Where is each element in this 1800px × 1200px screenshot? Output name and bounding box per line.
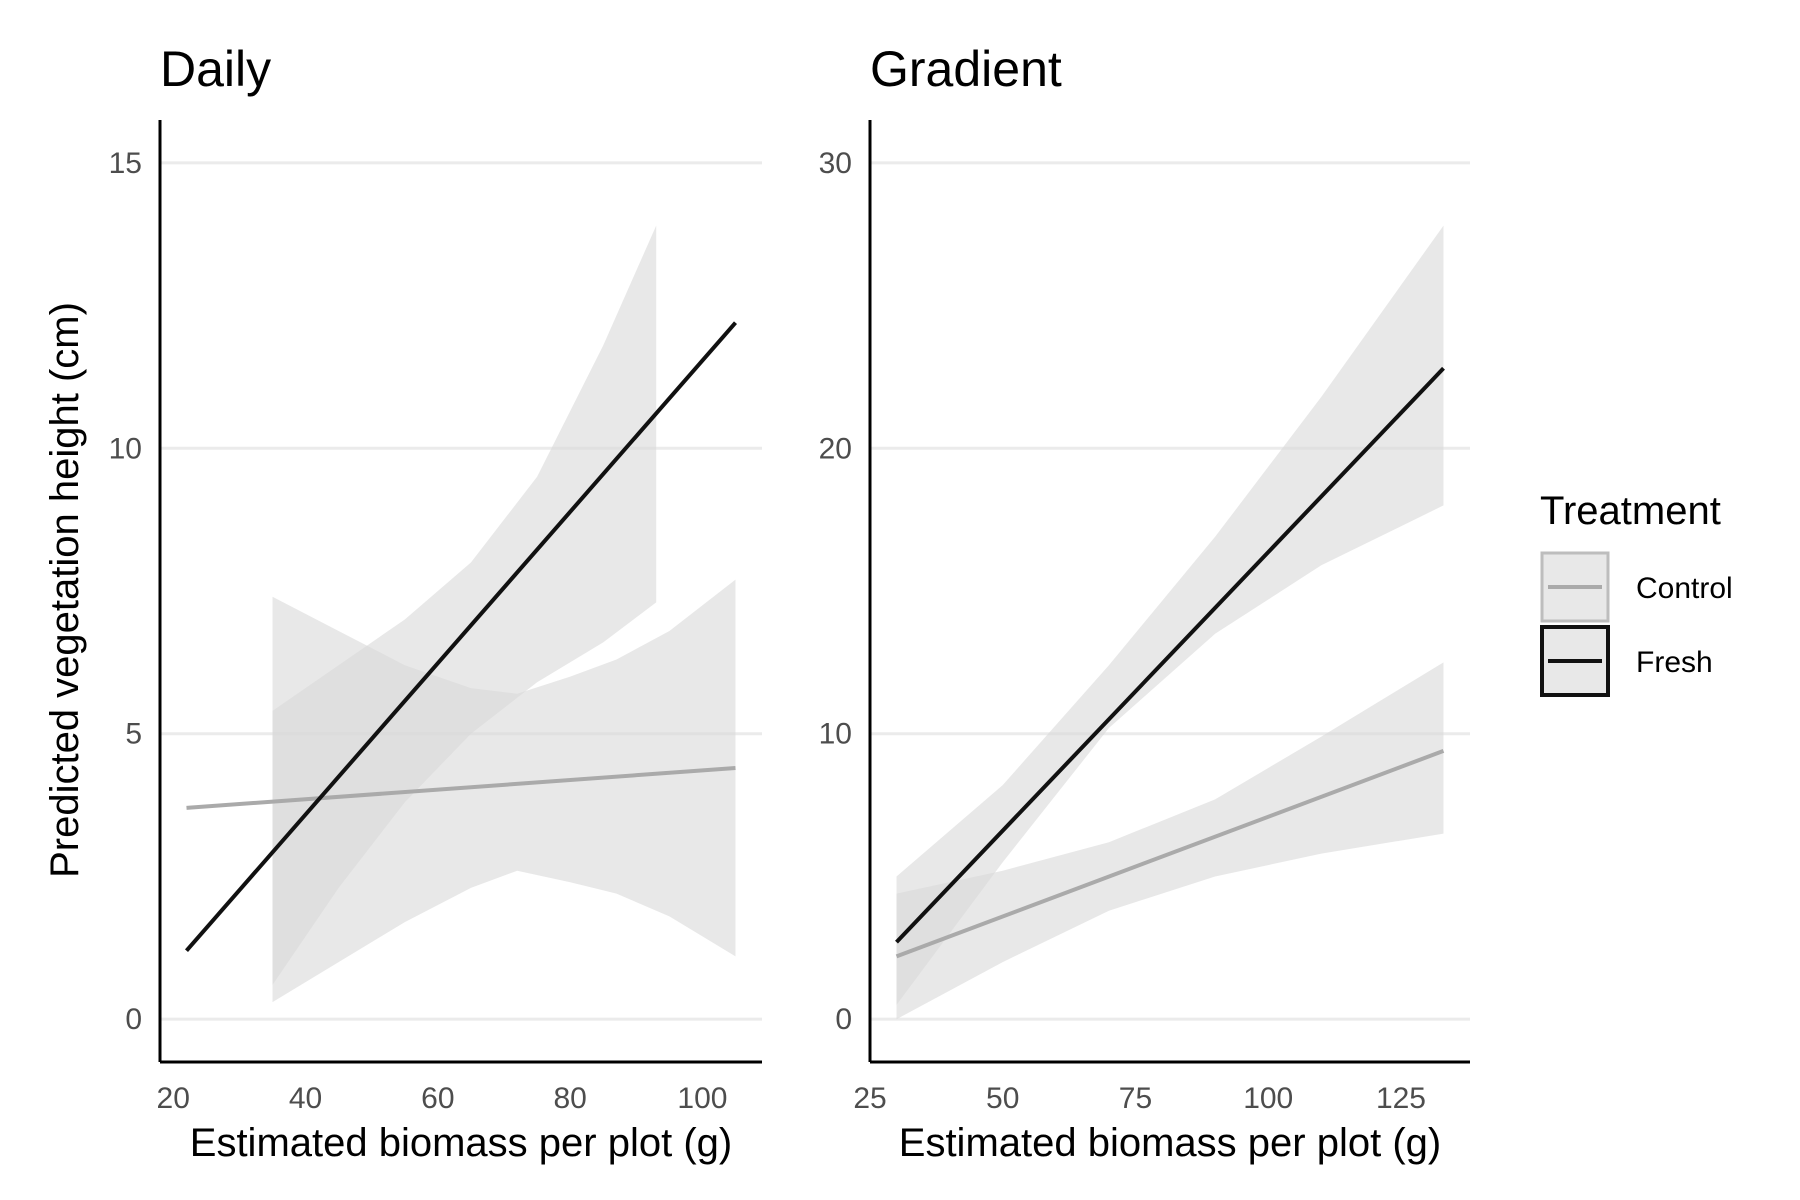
x-tick-label: 20 (157, 1082, 190, 1115)
x-axis-title: Estimated biomass per plot (g) (899, 1121, 1441, 1165)
y-tick-label: 20 (819, 432, 852, 465)
y-tick-label: 30 (819, 147, 852, 180)
legend-label-control: Control (1636, 572, 1733, 605)
y-tick-label: 15 (109, 147, 142, 180)
legend-label-fresh: Fresh (1636, 646, 1713, 679)
x-tick-label: 50 (986, 1082, 1019, 1115)
y-tick-label: 10 (109, 432, 142, 465)
series-line-fresh (184, 321, 738, 953)
y-tick-label: 0 (125, 1003, 142, 1036)
legend: Treatment Control Fresh (1540, 489, 1733, 697)
y-tick-label: 5 (125, 718, 142, 751)
x-tick-label: 25 (853, 1082, 886, 1115)
x-tick-label: 40 (289, 1082, 322, 1115)
panel-gradient: 0 10 20 30 25 50 75 100 125 Gradient Estimated b… (819, 41, 1470, 1165)
confidence-ribbons (896, 225, 1444, 1020)
axes (158, 120, 762, 1064)
confidence-ribbon-fresh (896, 225, 1444, 1005)
x-tick-label: 100 (1243, 1082, 1293, 1115)
series-line-control (186, 766, 736, 810)
series-lines (184, 321, 738, 953)
confidence-ribbons (272, 225, 736, 1003)
x-tick-label: 80 (553, 1082, 586, 1115)
x-tick-label: 100 (677, 1082, 727, 1115)
tick-labels: 0 5 10 15 20 40 60 80 100 (109, 147, 728, 1115)
panel-title: Gradient (870, 41, 1062, 97)
x-axis-title: Estimated biomass per plot (g) (190, 1121, 732, 1165)
x-tick-label: 75 (1119, 1082, 1152, 1115)
axes (868, 120, 1470, 1064)
y-tick-label: 10 (819, 718, 852, 751)
y-axis-title: Predicted vegetation height (cm) (43, 302, 87, 878)
y-tick-label: 0 (835, 1003, 852, 1036)
series-line-fresh (895, 366, 1445, 944)
panel-daily: 0 5 10 15 20 40 60 80 100 Daily Estimated biomas… (109, 41, 762, 1165)
panel-title: Daily (160, 41, 271, 97)
series-line-control (895, 749, 1445, 959)
x-tick-label: 125 (1376, 1082, 1426, 1115)
confidence-ribbon-control (896, 662, 1444, 1020)
series-lines (895, 366, 1445, 959)
x-tick-label: 60 (421, 1082, 454, 1115)
tick-labels: 0 10 20 30 25 50 75 100 125 (819, 147, 1426, 1115)
legend-title: Treatment (1540, 489, 1721, 533)
